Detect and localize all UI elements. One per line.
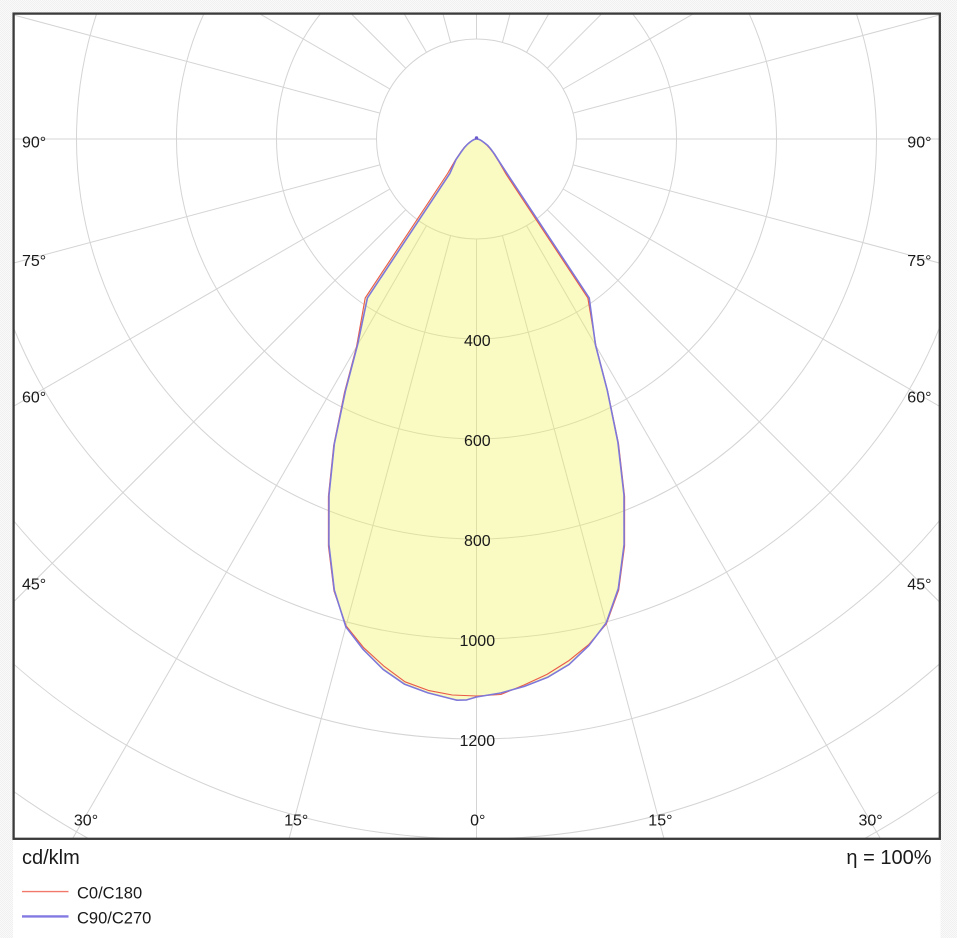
svg-text:45°: 45°	[907, 577, 931, 594]
svg-text:1200: 1200	[460, 733, 496, 750]
svg-text:90°: 90°	[907, 135, 931, 152]
svg-text:1000: 1000	[460, 633, 496, 650]
svg-text:60°: 60°	[22, 390, 46, 407]
svg-text:0°: 0°	[470, 813, 485, 830]
svg-text:90°: 90°	[22, 135, 46, 152]
svg-text:C0/C180: C0/C180	[77, 885, 142, 903]
svg-text:cd/klm: cd/klm	[22, 847, 80, 869]
svg-text:15°: 15°	[648, 813, 672, 830]
svg-text:75°: 75°	[907, 253, 931, 270]
svg-text:600: 600	[464, 433, 491, 450]
svg-text:C90/C270: C90/C270	[77, 910, 151, 928]
svg-text:800: 800	[464, 533, 491, 550]
svg-text:30°: 30°	[74, 813, 98, 830]
svg-text:15°: 15°	[284, 813, 308, 830]
svg-text:30°: 30°	[858, 813, 882, 830]
svg-text:60°: 60°	[907, 390, 931, 407]
svg-text:75°: 75°	[22, 253, 46, 270]
svg-text:45°: 45°	[22, 577, 46, 594]
svg-text:400: 400	[464, 333, 491, 350]
svg-text:η = 100%: η = 100%	[846, 847, 931, 869]
